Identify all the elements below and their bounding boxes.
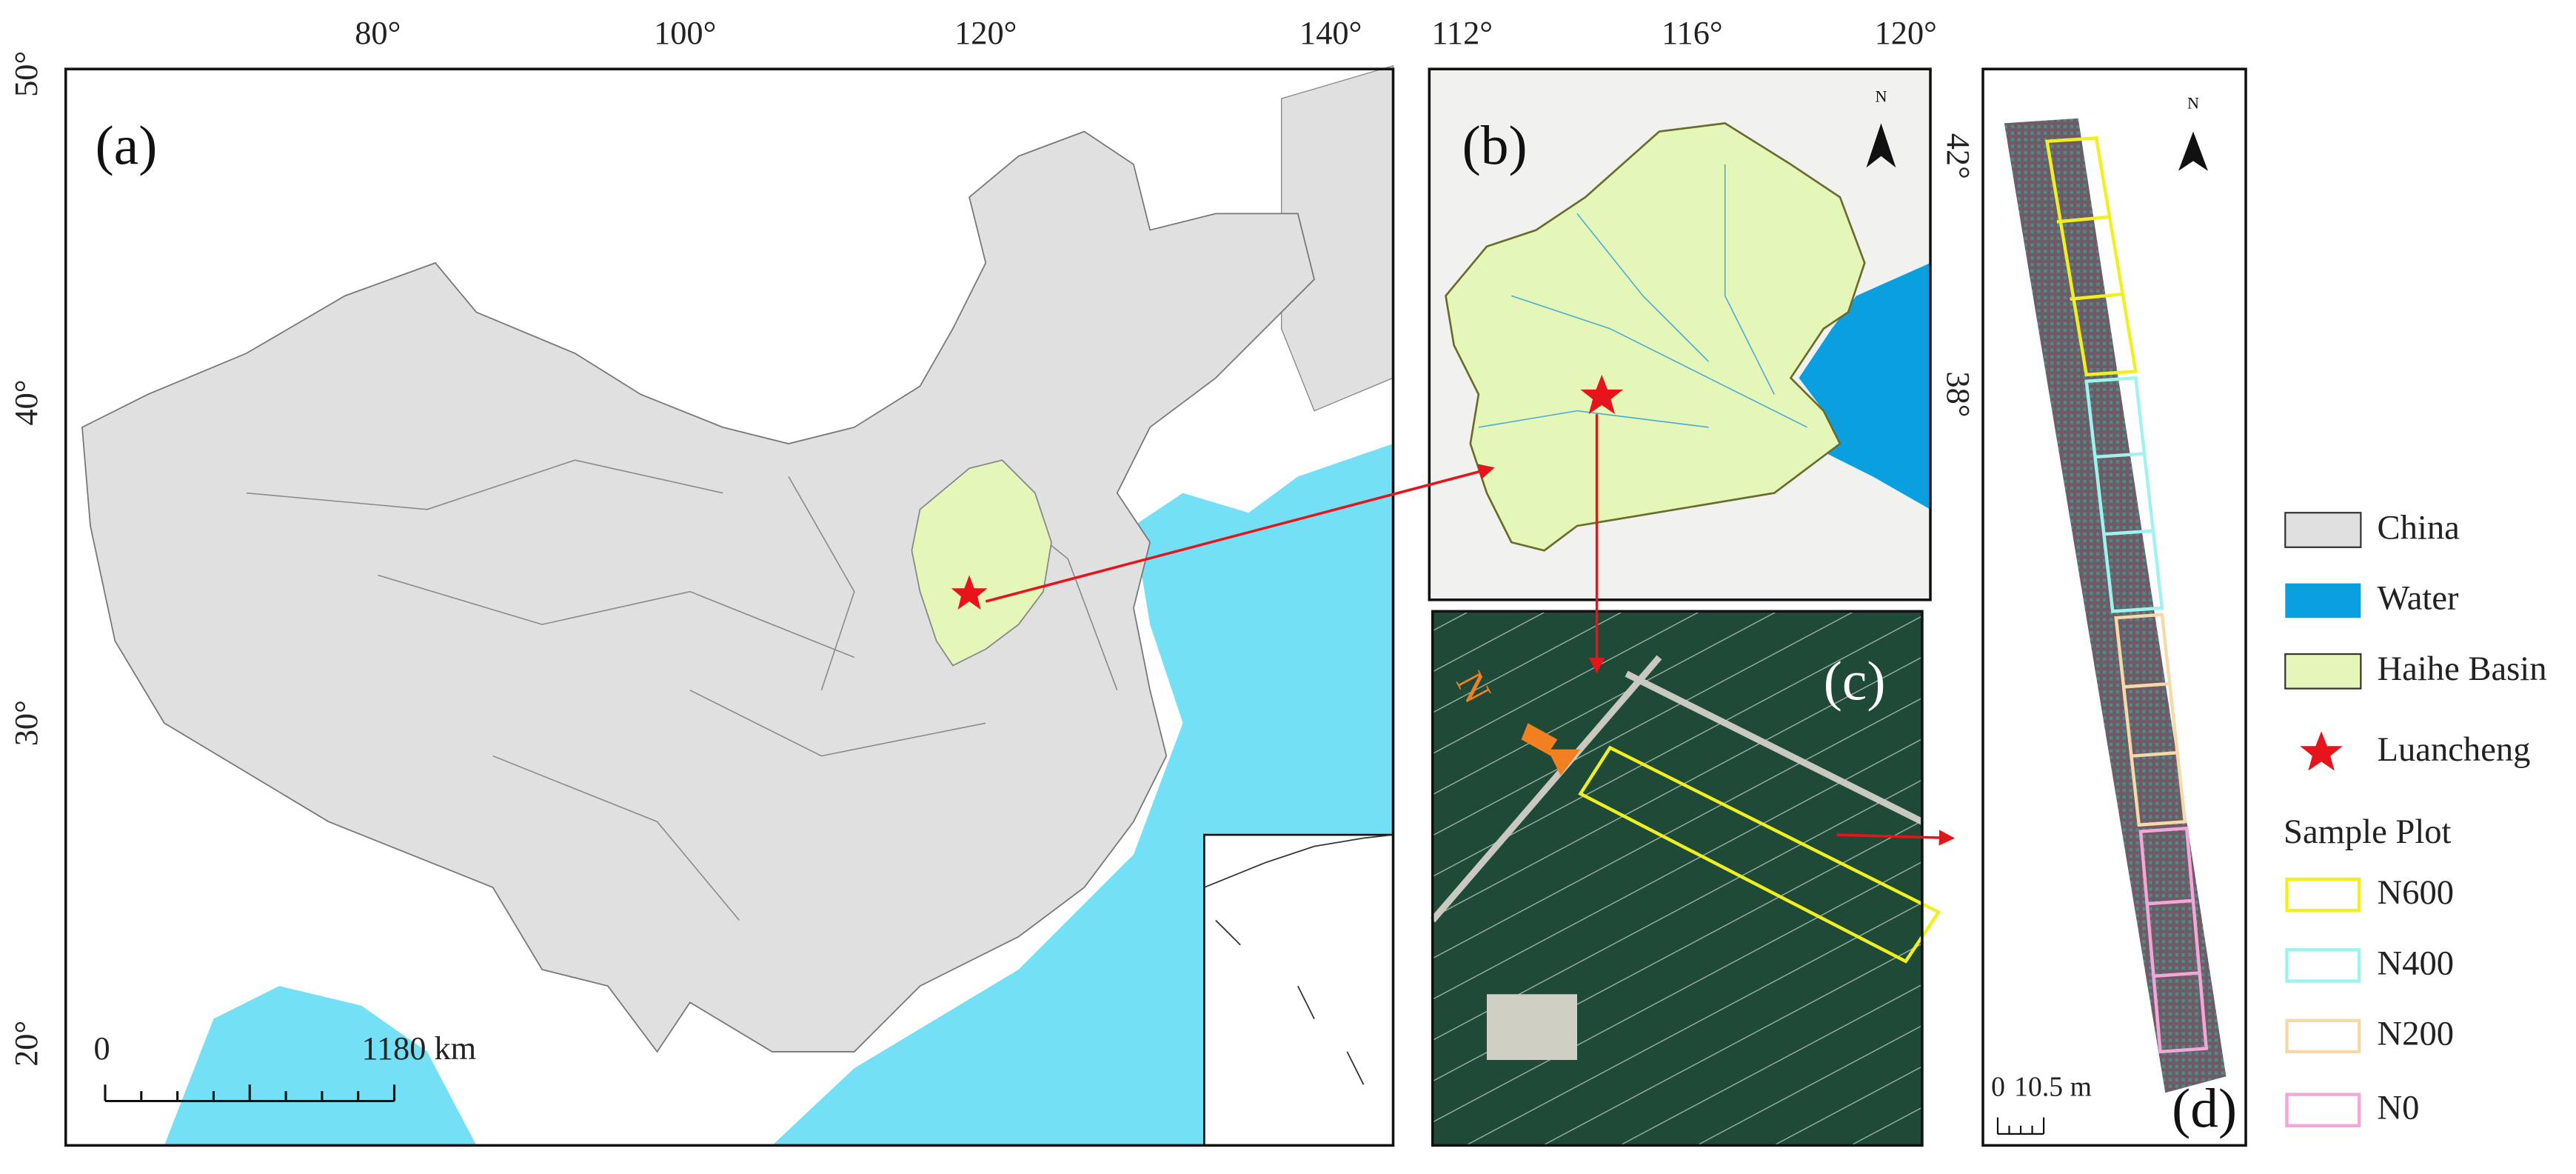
south-sea-inset	[1203, 833, 1394, 1147]
scale-bar	[1996, 1117, 2045, 1135]
legend-swatch	[2284, 512, 2362, 548]
legend-label: N0	[2378, 1088, 2420, 1127]
scale-label: 1180 km	[361, 1030, 476, 1067]
panel-label: (b)	[1462, 115, 1528, 176]
legend-label: N600	[2378, 873, 2455, 912]
legend: China Water Haihe Basin Luancheng Sample…	[2284, 508, 2547, 1127]
panel-c-frame	[1431, 610, 1924, 1147]
scale-label: 0	[93, 1030, 110, 1067]
longitude-label: 100°	[654, 14, 716, 51]
panel-a-frame	[64, 67, 1395, 1147]
sample-plots	[2044, 136, 2209, 1054]
legend-swatch	[2300, 731, 2343, 771]
longitude-label: 140°	[1299, 14, 1362, 51]
legend-swatch	[2285, 583, 2361, 618]
legend-label: Haihe Basin	[2378, 650, 2547, 688]
haihe-basin	[1445, 122, 1866, 552]
scale-label: 10.5 m	[2014, 1072, 2092, 1103]
luancheng-star	[1580, 374, 1624, 415]
longitude-label: 120°	[954, 14, 1017, 51]
sea	[164, 986, 477, 1146]
legend-label: N400	[2378, 944, 2455, 982]
panel-label: (c)	[1824, 651, 1886, 713]
buildings	[1486, 994, 1577, 1061]
latitude-label: 30°	[7, 700, 44, 746]
scale-bar	[104, 1084, 396, 1103]
plot-n400-div	[2095, 452, 2154, 536]
link-arrow	[1836, 830, 1956, 846]
province-borders	[246, 459, 1118, 921]
plot-n600-div	[2056, 215, 2123, 301]
luancheng-star	[951, 575, 988, 610]
plot-n200	[2114, 613, 2187, 827]
north-label: N	[2187, 93, 2199, 112]
longitude-label: 116°	[1662, 14, 1723, 51]
latitude-label: 38°	[1940, 371, 1977, 417]
plot-n0-div	[2147, 898, 2201, 978]
latitude-label: 20°	[7, 1021, 44, 1067]
link-arrow	[985, 464, 1495, 603]
longitude-label: 80°	[355, 14, 401, 51]
scale-label: 0	[1991, 1072, 2005, 1103]
roads	[1430, 655, 1924, 923]
legend-swatch	[2285, 1018, 2361, 1054]
longitude-label: 120°	[1875, 14, 1937, 51]
legend-swatch	[2285, 877, 2361, 913]
legend-swatch	[2285, 948, 2361, 983]
inset-features	[1204, 834, 1394, 1146]
longitude-label: 112°	[1431, 14, 1493, 51]
plot-n400	[2084, 376, 2164, 613]
china	[81, 130, 1315, 1053]
plot-n600	[2044, 136, 2138, 377]
plot-n0	[2138, 826, 2209, 1054]
legend-group-title: Sample Plot	[2284, 813, 2451, 851]
rivers	[1478, 164, 1807, 428]
plot-n200-div	[2124, 681, 2179, 758]
north-label: N	[1875, 87, 1887, 106]
legend-label: Luancheng	[2378, 730, 2531, 769]
north-arrow	[1521, 723, 1581, 776]
legend-label: Water	[2378, 579, 2460, 618]
legend-label: China	[2378, 508, 2460, 547]
legend-swatch	[2284, 653, 2362, 690]
north-arrow	[1866, 123, 1896, 168]
panel-b-frame	[1428, 67, 1932, 601]
legend-label: N200	[2378, 1015, 2455, 1053]
latitude-label: 42°	[1940, 133, 1977, 179]
sample-field	[1578, 745, 1941, 964]
latitude-label: 50°	[7, 51, 44, 97]
panel-label: (d)	[2172, 1078, 2237, 1140]
panel-label: (a)	[96, 115, 158, 176]
haihe-basin	[911, 459, 1052, 667]
north-arrow	[2178, 131, 2208, 171]
legend-swatch	[2285, 1093, 2361, 1127]
panel-d-frame	[1981, 67, 2247, 1147]
latitude-label: 40°	[7, 380, 44, 426]
uav-image	[2004, 118, 2227, 1093]
